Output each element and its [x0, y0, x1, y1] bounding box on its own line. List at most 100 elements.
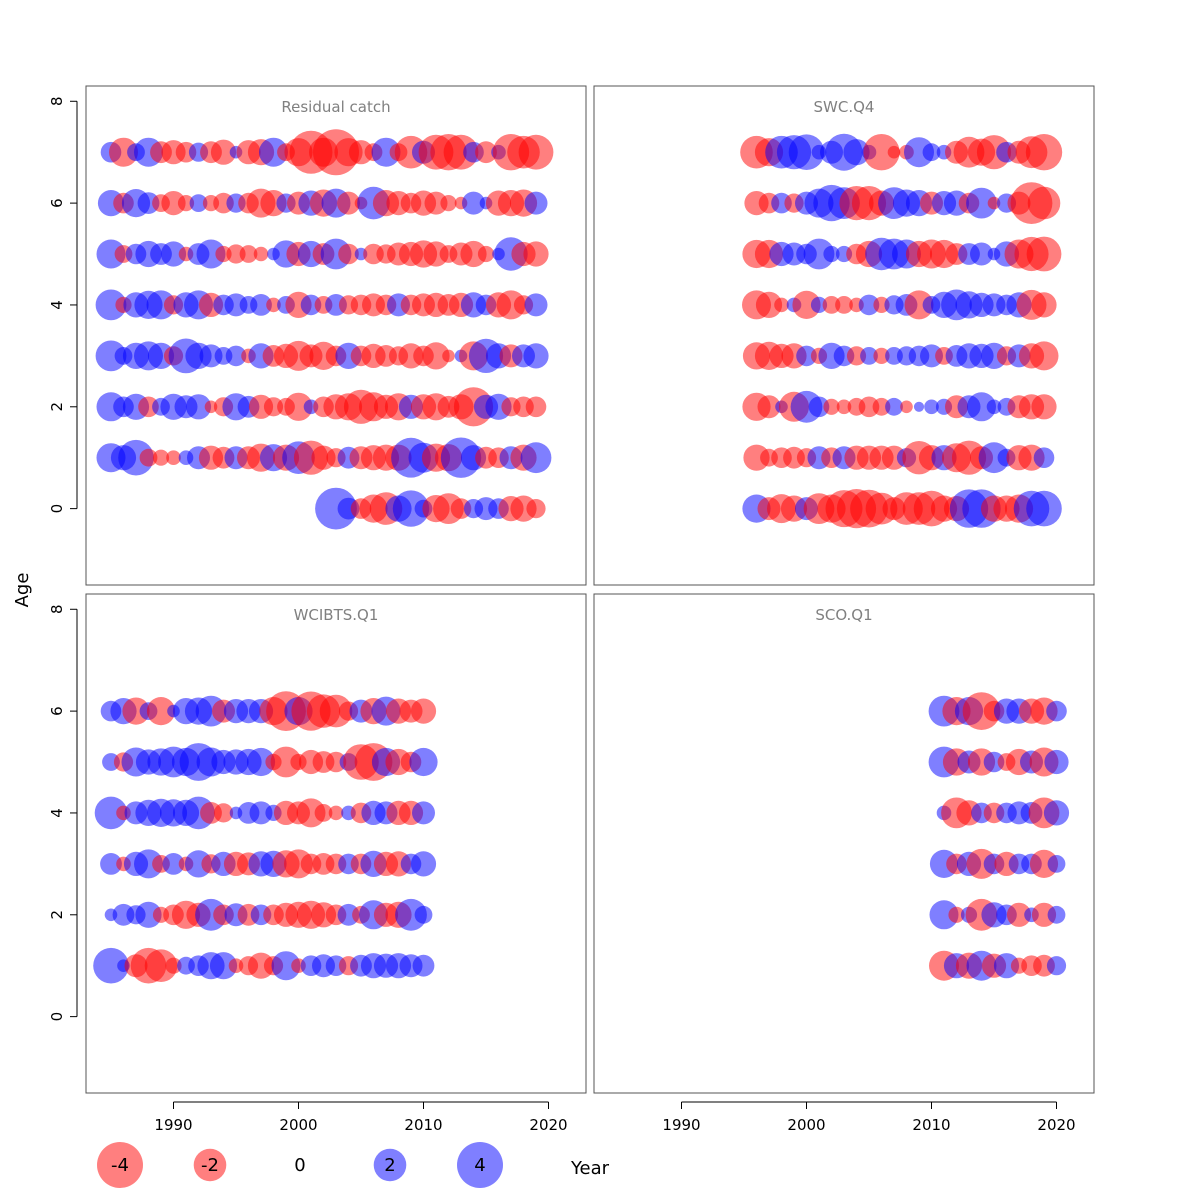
residual-bubble	[259, 137, 288, 167]
x-tick-label: 1990	[662, 1116, 700, 1134]
residual-bubble	[1029, 341, 1059, 371]
residual-bubble	[1033, 447, 1055, 469]
residual-bubble	[1043, 800, 1070, 826]
bubble-group	[740, 133, 1063, 529]
residual-bubble	[986, 399, 1002, 415]
residual-bubble	[523, 241, 549, 267]
panels-layer: Residual catch SWC.Q4 WCIBTS.Q1 SCO.Q1	[85, 85, 1095, 1094]
panel-frame	[593, 85, 1095, 586]
residual-bubble	[792, 290, 821, 319]
residual-bubble	[836, 399, 852, 415]
residual-bubble	[993, 953, 1020, 979]
residual-bubble	[873, 347, 890, 364]
residual-bubble	[135, 901, 162, 928]
residual-bubble	[978, 442, 1010, 474]
y-tick-label: 2	[48, 910, 66, 920]
residual-bubble	[823, 398, 840, 415]
y-tick-label: 6	[48, 706, 66, 716]
x-tick-label: 2010	[404, 1116, 442, 1134]
residual-bubble	[823, 245, 840, 263]
residual-bubble	[100, 853, 122, 875]
residual-bubble	[524, 293, 548, 317]
residual-bubble	[477, 245, 495, 263]
residual-bubble	[987, 196, 1001, 210]
residual-bubble	[796, 345, 817, 367]
residual-bubble	[410, 851, 437, 877]
residual-bubble	[371, 137, 401, 167]
residual-bubble	[1044, 749, 1069, 775]
residual-bubble	[144, 949, 178, 982]
residual-bubble	[948, 906, 965, 923]
legend-label: -4	[111, 1155, 129, 1176]
x-axis-label: Year	[570, 1158, 610, 1179]
residual-bubble	[266, 297, 281, 313]
panel-frame	[593, 593, 1095, 1094]
residual-bubble	[395, 898, 427, 931]
panel-frame	[85, 85, 587, 586]
residual-bubble	[843, 139, 870, 166]
residual-bubble	[314, 804, 333, 822]
residual-bubble	[414, 905, 433, 924]
residual-bubble	[166, 450, 181, 466]
residual-bubble	[858, 396, 880, 418]
panel-1: SWC.Q4	[593, 85, 1095, 586]
residual-bubble	[774, 297, 789, 313]
x-tick-label: 2000	[279, 1116, 317, 1134]
residual-bubble	[810, 296, 828, 313]
residual-bubble	[146, 697, 176, 726]
residual-bubble	[525, 396, 547, 418]
legend-item: 2	[373, 1148, 407, 1182]
residual-bubble	[337, 903, 360, 926]
residual-bubble	[249, 801, 273, 825]
residual-bubble	[904, 290, 934, 320]
residual-bubble	[460, 240, 487, 268]
residual-bubble	[900, 400, 913, 414]
legend-item: -2	[193, 1148, 227, 1182]
residual-bubble	[422, 342, 450, 370]
residual-bubble	[185, 394, 212, 420]
legend-item: -4	[97, 1142, 143, 1188]
panel-3: SCO.Q1	[593, 593, 1095, 1094]
residual-bubble	[337, 191, 360, 215]
residual-bubble	[412, 801, 435, 825]
legend-label: 4	[474, 1155, 485, 1176]
residual-bubble	[835, 296, 853, 314]
panel-title: SWC.Q4	[814, 98, 875, 116]
residual-bubble	[138, 396, 159, 418]
residual-bubble	[210, 139, 237, 165]
y-tick-label: 0	[48, 504, 66, 514]
legend-bubble	[457, 1142, 503, 1188]
legend-label: 0	[294, 1155, 305, 1176]
residual-bubble	[412, 954, 435, 977]
residual-bubble	[1029, 849, 1059, 879]
residual-bubble	[284, 392, 313, 421]
panel-0: Residual catch	[85, 85, 587, 586]
residual-bubble	[239, 245, 258, 263]
residual-bubble	[325, 751, 347, 773]
residual-bubble	[1046, 700, 1067, 722]
residual-bubble	[338, 243, 359, 265]
residual-bubble	[270, 746, 302, 778]
residual-bubble	[860, 347, 878, 365]
y-tick-label: 4	[48, 300, 66, 310]
residual-bubble	[409, 747, 438, 777]
residual-bubble	[162, 853, 185, 875]
legend-bubble	[373, 1148, 407, 1182]
residual-bubble	[913, 401, 925, 412]
residual-bubble	[518, 134, 554, 170]
x-tick-label: 2000	[787, 1116, 825, 1134]
residual-bubble	[328, 805, 344, 821]
residual-bubble	[271, 951, 301, 981]
panel-frame	[85, 593, 587, 1094]
residual-bubble	[970, 242, 993, 266]
residual-bubble	[109, 137, 138, 167]
residual-bubble	[788, 134, 825, 170]
residual-bubble	[213, 803, 234, 823]
legend-bubble	[97, 1142, 143, 1188]
residual-bubble	[929, 900, 959, 930]
residual-bubble	[160, 241, 187, 267]
residual-bubble	[246, 747, 276, 777]
residual-bubble	[152, 449, 170, 466]
residual-bubble	[1047, 855, 1066, 873]
x-tick-label: 2020	[1037, 1116, 1075, 1134]
